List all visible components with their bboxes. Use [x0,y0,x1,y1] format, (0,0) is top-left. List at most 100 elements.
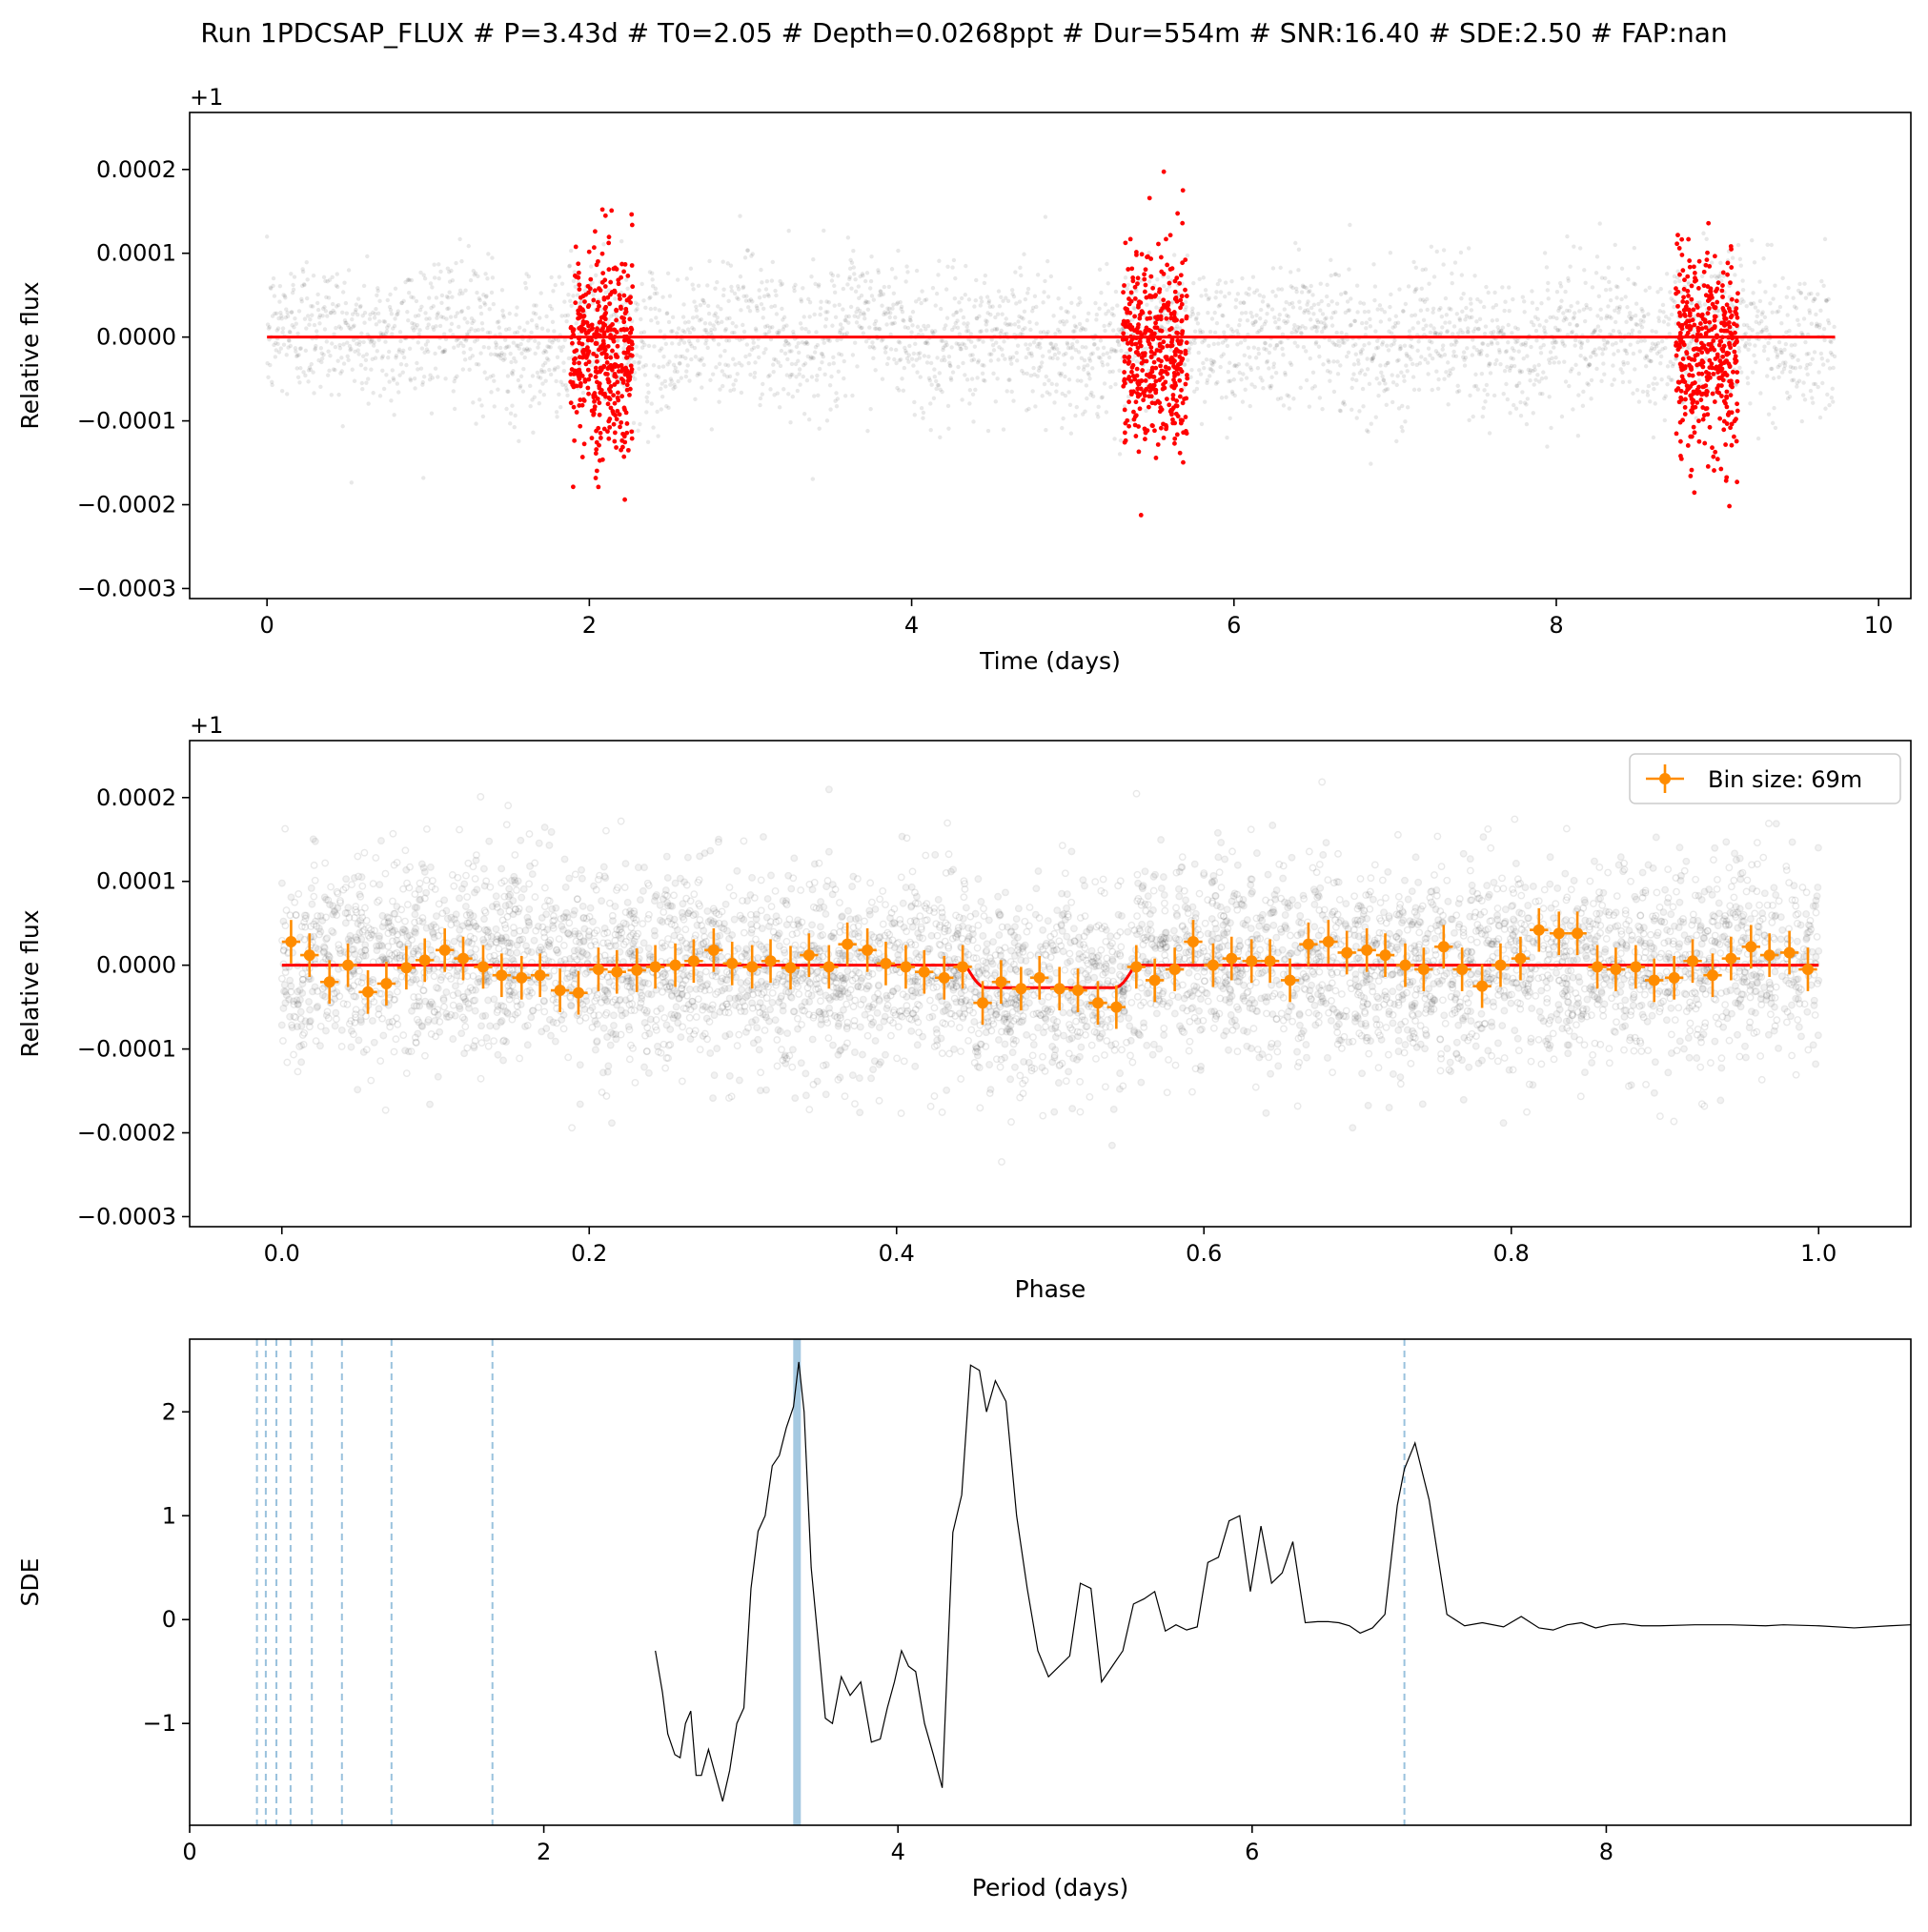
flux-point [851,353,855,356]
flux-point [1227,370,1230,374]
flux-point [1360,368,1364,372]
in-transit-point [1147,342,1152,347]
flux-point [1332,390,1336,394]
flux-point [1466,326,1470,330]
in-transit-point [628,331,633,336]
x-tick-label: 4 [904,612,919,639]
flux-point [1703,302,1707,306]
flux-point [320,356,324,360]
in-transit-point [1161,297,1166,302]
flux-point [780,307,783,311]
flux-point [822,341,826,345]
flux-point [1324,315,1328,319]
flux-point [1578,354,1582,357]
flux-point [1811,357,1815,361]
in-transit-point [1689,365,1694,370]
flux-point [836,274,840,277]
flux-point [675,331,679,335]
flux-point [1111,314,1115,317]
flux-point [438,324,442,328]
flux-point [375,349,379,353]
flux-point [991,372,995,376]
in-transit-point [600,392,605,397]
in-transit-point [608,293,613,297]
flux-point [446,295,450,299]
flux-point [773,304,777,308]
flux-point [483,302,487,306]
in-transit-point [600,252,605,256]
flux-point [802,315,806,318]
flux-point [335,272,339,275]
flux-point [496,387,499,391]
flux-point [1750,238,1754,242]
flux-point [1672,362,1675,366]
flux-point [346,358,350,362]
in-transit-point [1690,284,1695,289]
flux-point [330,393,334,397]
flux-point [863,313,866,316]
flux-point [1409,357,1412,361]
flux-point [746,361,750,365]
flux-point [1813,350,1816,354]
flux-point [465,320,469,324]
flux-point [1833,355,1837,358]
flux-point [1068,403,1072,407]
flux-point [1565,234,1569,238]
flux-point [392,413,396,417]
flux-point [522,328,526,332]
in-transit-point [1722,323,1727,328]
flux-point [1796,323,1800,327]
flux-point [409,378,413,382]
flux-point [890,306,894,310]
flux-point [1622,362,1626,366]
flux-point [1026,407,1030,411]
flux-point [1379,319,1383,323]
flux-point [695,315,699,318]
flux-point [1613,341,1617,345]
flux-point [1367,310,1370,314]
flux-point [1651,381,1654,385]
in-transit-point [607,387,612,392]
in-transit-point [611,393,616,397]
flux-point [1457,389,1461,393]
flux-point [652,363,656,367]
flux-point [803,327,807,331]
flux-point [1610,383,1613,387]
flux-point [901,310,904,314]
flux-point [1507,323,1511,327]
flux-point [1278,313,1282,316]
in-transit-point [593,288,598,293]
flux-point [1526,397,1530,400]
flux-point [390,332,394,336]
flux-point [1216,341,1220,345]
flux-point [745,342,749,346]
in-transit-point [1128,347,1133,352]
flux-point [1376,394,1380,397]
flux-point [1547,296,1551,300]
flux-point [796,389,800,393]
flux-point [550,307,554,311]
flux-point [1402,374,1406,377]
flux-point [1194,315,1198,319]
flux-point [299,346,303,350]
flux-point [1483,332,1487,336]
flux-point [1446,402,1450,406]
flux-point [1350,408,1353,412]
in-transit-point [1707,372,1712,376]
flux-point [971,393,975,397]
flux-point [1099,291,1103,295]
folded-point-fill [1762,891,1767,896]
in-transit-point [596,426,600,431]
flux-point [878,327,882,331]
flux-point [1588,363,1592,367]
flux-point [1105,262,1108,266]
flux-point [990,304,994,308]
flux-point [842,287,845,291]
flux-point [811,477,815,480]
in-transit-point [1152,360,1157,365]
flux-point [1226,324,1229,328]
flux-point [308,317,312,321]
flux-point [893,275,897,279]
in-transit-point [1735,401,1739,406]
flux-point [1385,403,1389,407]
